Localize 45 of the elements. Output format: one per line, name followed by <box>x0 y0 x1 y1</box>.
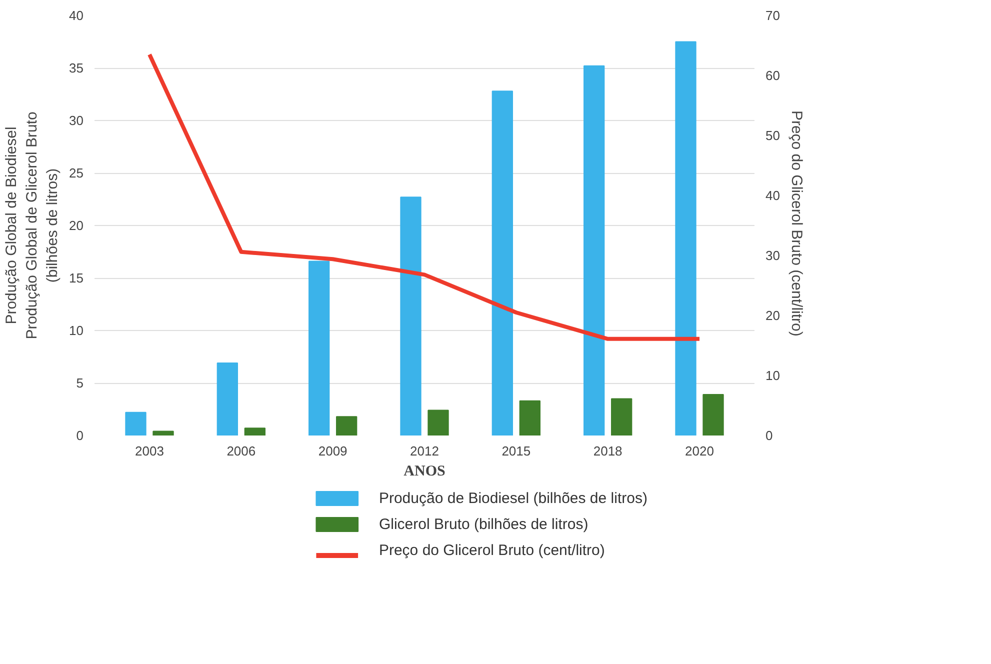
y2-tick-label: 70 <box>766 8 780 23</box>
y-tick-label: 20 <box>69 218 84 233</box>
y2-tick-label: 20 <box>766 308 780 323</box>
y-tick-label: 0 <box>76 428 84 443</box>
y-axis-title: Produção Global de Biodiesel Produção Global de Glicerol Bruto (bilhões de litros) <box>3 112 62 340</box>
bar <box>400 196 422 436</box>
y2-tick-label: 50 <box>766 128 780 143</box>
y2-axis-title: Preço do Glicerol Bruto (cent/litro) <box>788 110 805 336</box>
y-tick-label: 10 <box>69 323 84 338</box>
bar <box>244 428 266 436</box>
y2-tick-label: 40 <box>766 188 780 203</box>
bar <box>584 65 605 436</box>
y-tick-label: 35 <box>69 60 84 76</box>
x-tick-label: 2006 <box>226 444 256 458</box>
y-tick-label: 15 <box>69 270 84 286</box>
y2-tick-label: 30 <box>766 248 780 263</box>
legend-label: Preço do Glicerol Bruto (cent/litro) <box>378 542 605 559</box>
bar <box>125 412 146 436</box>
bar <box>702 394 724 436</box>
bar <box>611 398 632 436</box>
y2-tick-label: 10 <box>766 368 780 383</box>
x-tick-label: 2018 <box>593 444 622 458</box>
line-series <box>148 52 702 341</box>
bar <box>216 362 238 436</box>
y-tick-label: 40 <box>69 8 84 23</box>
y-tick-label: 30 <box>69 113 84 128</box>
x-tick-label: 2015 <box>502 444 531 458</box>
y-tick-label: 5 <box>76 376 84 390</box>
bar <box>336 416 358 436</box>
x-tick-label: 2020 <box>685 444 714 458</box>
bar <box>428 410 449 436</box>
bar <box>675 41 696 436</box>
bar <box>492 90 513 436</box>
x-axis-title: ANOS <box>404 464 446 480</box>
x-tick-label: 2003 <box>135 444 164 458</box>
legend-label: Glicerol Bruto (bilhões de litros) <box>378 516 588 533</box>
y2-tick-label: 0 <box>766 428 773 443</box>
bar <box>308 260 330 436</box>
bar <box>519 400 540 436</box>
legend-label: Produção de Biodiesel (bilhões de litros) <box>378 490 648 507</box>
y-tick-label: 25 <box>69 166 84 180</box>
x-tick-label: 2012 <box>410 444 439 458</box>
y2-tick-label: 60 <box>766 68 780 83</box>
x-tick-label: 2009 <box>318 444 348 458</box>
bar <box>152 430 174 436</box>
